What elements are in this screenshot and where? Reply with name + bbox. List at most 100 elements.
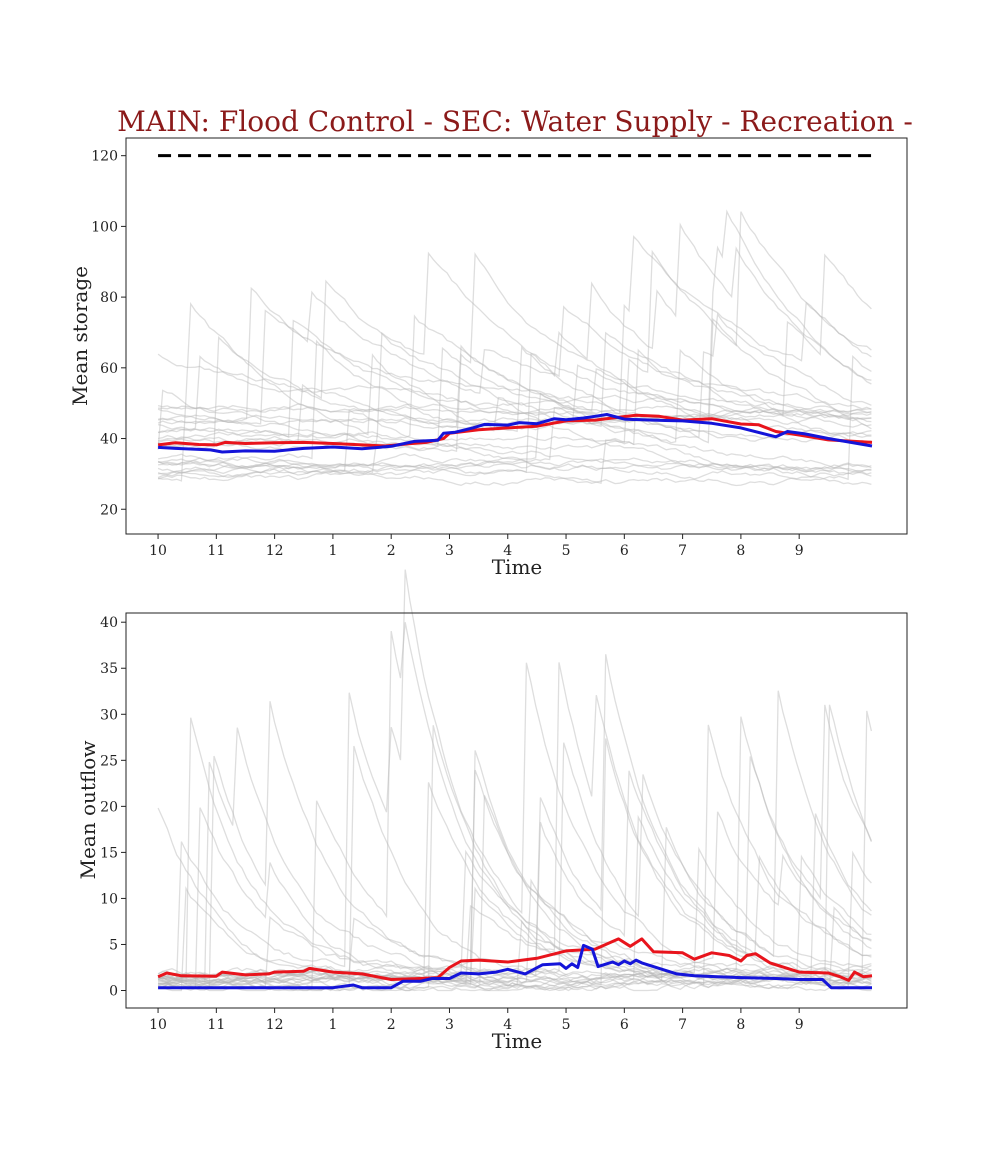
- storage-x-tick-label: 10: [149, 543, 167, 559]
- storage-x-tick-label: 8: [736, 543, 745, 559]
- outflow-ensemble-line: [158, 690, 872, 984]
- storage-ensemble-line: [157, 309, 872, 425]
- storage-ensemble-line: [158, 235, 872, 416]
- storage-y-tick-label: 100: [91, 219, 118, 235]
- outflow-x-axis-label: Time: [492, 1029, 543, 1053]
- outflow-y-tick-label: 35: [100, 661, 118, 677]
- storage-x-tick-label: 12: [266, 543, 284, 559]
- outflow-ensemble-line: [157, 569, 872, 982]
- storage-ensemble-line: [157, 222, 872, 463]
- storage-ensemble-line: [157, 253, 872, 451]
- outflow-x-tick-label: 7: [678, 1017, 687, 1033]
- storage-x-tick-label: 1: [328, 543, 337, 559]
- storage-ensemble-line: [158, 452, 872, 473]
- outflow-ensemble-line: [157, 807, 872, 992]
- outflow-x-tick-label: 4: [503, 1017, 512, 1033]
- storage-ensemble-line: [157, 392, 872, 478]
- outflow-ensemble-line: [157, 717, 872, 986]
- outflow-ensemble-line: [158, 795, 872, 988]
- storage-ensemble-line: [157, 439, 872, 486]
- outflow-x-tick-label: 3: [445, 1017, 454, 1033]
- storage-ensemble-line: [158, 317, 872, 477]
- storage-ensemble-line: [157, 405, 872, 429]
- outflow-ensemble-line: [157, 827, 872, 992]
- storage-x-tick-label: 3: [445, 543, 454, 559]
- storage-x-tick-label: 4: [503, 543, 512, 559]
- outflow-ensemble-line: [158, 974, 872, 992]
- storage-ensemble-line: [157, 314, 872, 443]
- outflow-ensemble-line: [157, 701, 872, 991]
- storage-blue-line: [158, 413, 873, 454]
- outflow-x-tick-label: 2: [387, 1017, 396, 1033]
- outflow-ensemble-line: [157, 968, 872, 989]
- storage-x-tick-label: 7: [678, 543, 687, 559]
- outflow-ensemble-line: [158, 725, 872, 992]
- outflow-ensemble-lines: [157, 569, 873, 992]
- storage-ensemble-line: [157, 279, 872, 444]
- outflow-ensemble-line: [157, 811, 872, 978]
- storage-y-tick-label: 60: [100, 361, 118, 377]
- storage-y-tick-label: 80: [100, 290, 118, 306]
- storage-ensemble-line: [157, 346, 872, 451]
- outflow-y-tick-label: 5: [109, 937, 118, 953]
- storage-y-tick-label: 120: [91, 149, 118, 165]
- storage-x-ticks: 10 11 12 1 2 3 4 5 6 7 8 9: [149, 534, 804, 559]
- outflow-ensemble-line: [157, 782, 872, 991]
- storage-x-axis-label: Time: [492, 555, 543, 579]
- outflow-y-axis-label: Mean outflow: [76, 741, 100, 880]
- storage-x-tick-label: 5: [562, 543, 571, 559]
- outflow-ensemble-line: [157, 724, 872, 991]
- storage-ensemble-line: [157, 348, 872, 474]
- outflow-ensemble-line: [157, 704, 873, 981]
- storage-ensemble-line: [157, 434, 872, 478]
- storage-red-line: [157, 413, 873, 448]
- storage-ensemble-line: [157, 286, 872, 425]
- outflow-red-line: [157, 937, 873, 982]
- outflow-y-tick-label: 25: [100, 753, 118, 769]
- storage-ensemble-line: [157, 364, 872, 425]
- storage-x-tick-label: 9: [795, 543, 804, 559]
- storage-ensemble-line: [157, 319, 872, 438]
- outflow-ensemble-line: [158, 662, 872, 989]
- storage-y-ticks: 20 40 60 80 100 120: [91, 149, 126, 518]
- outflow-y-ticks: 0 5 10 15 20 25 30 35 40: [100, 615, 126, 1000]
- outflow-x-tick-label: 9: [795, 1017, 804, 1033]
- storage-ensemble-line: [157, 301, 872, 482]
- storage-x-tick-label: 11: [207, 543, 225, 559]
- storage-y-tick-label: 40: [100, 432, 118, 448]
- outflow-plot-frame: [125, 612, 908, 1009]
- outflow-y-tick-label: 30: [100, 707, 118, 723]
- storage-x-tick-label: 6: [620, 543, 629, 559]
- outflow-ensemble-line: [157, 622, 872, 990]
- storage-ensemble-line: [158, 354, 872, 481]
- outflow-ensemble-line: [157, 854, 872, 985]
- outflow-x-tick-label: 8: [736, 1017, 745, 1033]
- storage-ensemble-line: [157, 456, 872, 471]
- outflow-ensemble-line: [158, 704, 873, 992]
- figure-title: MAIN: Flood Control - SEC: Water Supply …: [117, 105, 913, 138]
- storage-x-tick-label: 2: [387, 543, 396, 559]
- storage-ensemble-line: [158, 251, 872, 439]
- outflow-x-tick-label: 5: [562, 1017, 571, 1033]
- outflow-x-tick-label: 11: [207, 1017, 225, 1033]
- outflow-x-tick-label: 6: [620, 1017, 629, 1033]
- outflow-ensemble-line: [157, 738, 872, 992]
- storage-y-axis-label: Mean storage: [68, 266, 92, 406]
- outflow-ensemble-line: [157, 727, 872, 990]
- outflow-ensemble-line: [157, 654, 872, 992]
- outflow-x-tick-label: 1: [328, 1017, 337, 1033]
- storage-ensemble-line: [158, 211, 872, 447]
- storage-series: [157, 413, 873, 454]
- outflow-series: [157, 937, 873, 990]
- outflow-x-ticks: 10 11 12 1 2 3 4 5 6 7 8 9: [149, 1008, 804, 1033]
- outflow-y-tick-label: 10: [100, 891, 118, 907]
- storage-ensemble-line: [157, 467, 872, 487]
- outflow-x-tick-label: 10: [149, 1017, 167, 1033]
- storage-ensemble-line: [157, 403, 872, 416]
- outflow-ensemble-line: [158, 770, 872, 991]
- outflow-y-tick-label: 15: [100, 845, 118, 861]
- outflow-blue-line: [158, 943, 872, 990]
